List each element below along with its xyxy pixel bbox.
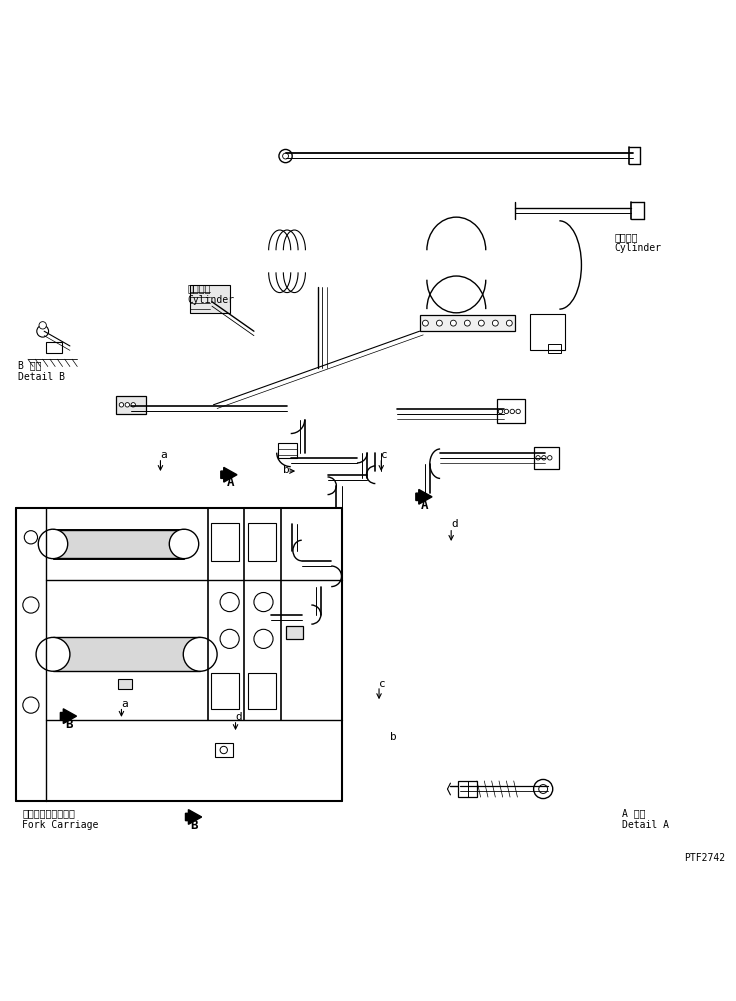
Text: シリンダ
Cylinder: シリンダ Cylinder (188, 283, 235, 305)
Bar (248, 523, 276, 561)
Bar (116, 396, 146, 413)
Circle shape (283, 153, 289, 159)
Circle shape (498, 409, 503, 413)
Text: b: b (283, 465, 290, 475)
Circle shape (23, 597, 39, 613)
Circle shape (254, 630, 273, 649)
Text: b: b (390, 733, 397, 743)
Circle shape (510, 409, 514, 413)
Circle shape (534, 780, 553, 799)
Circle shape (539, 785, 548, 794)
Bar (286, 627, 303, 639)
Text: A 詳細
Detail A: A 詳細 Detail A (622, 808, 669, 830)
Bar (248, 674, 276, 709)
Bar (211, 674, 239, 709)
Circle shape (24, 531, 38, 544)
Bar (278, 443, 297, 457)
Text: B: B (190, 819, 197, 832)
Bar (53, 530, 184, 558)
Text: PTF2742: PTF2742 (684, 853, 725, 863)
Circle shape (37, 325, 49, 337)
Circle shape (254, 593, 273, 612)
Bar (215, 744, 233, 757)
Bar (548, 343, 561, 353)
Text: a: a (121, 700, 128, 710)
Circle shape (39, 321, 46, 329)
Text: a: a (160, 450, 167, 460)
Circle shape (183, 638, 217, 672)
FancyArrow shape (60, 709, 77, 724)
Bar (530, 314, 565, 349)
Bar (458, 781, 477, 797)
Circle shape (169, 530, 199, 559)
Circle shape (478, 320, 484, 326)
Text: A: A (421, 499, 428, 513)
Circle shape (220, 747, 227, 754)
Text: c: c (379, 679, 386, 689)
Bar (46, 341, 62, 353)
Bar (420, 315, 515, 331)
Bar (534, 446, 559, 468)
Text: c: c (381, 450, 388, 460)
Circle shape (125, 402, 130, 407)
Text: B: B (65, 718, 72, 731)
Circle shape (542, 455, 546, 460)
Text: d: d (451, 519, 458, 529)
Circle shape (422, 320, 428, 326)
Bar (53, 638, 200, 672)
FancyArrow shape (416, 489, 432, 505)
Text: シリンダ
Cylinder: シリンダ Cylinder (615, 232, 662, 253)
Circle shape (516, 409, 520, 413)
Circle shape (36, 638, 70, 672)
Circle shape (506, 320, 512, 326)
FancyArrow shape (185, 810, 202, 825)
Circle shape (536, 455, 540, 460)
Circle shape (504, 409, 509, 413)
Circle shape (131, 402, 135, 407)
Circle shape (220, 593, 239, 612)
Bar (497, 399, 525, 423)
Circle shape (548, 455, 552, 460)
Circle shape (464, 320, 470, 326)
Circle shape (279, 149, 292, 163)
Circle shape (119, 402, 124, 407)
Circle shape (450, 320, 456, 326)
FancyArrow shape (221, 467, 237, 482)
Text: A: A (227, 476, 234, 489)
Circle shape (220, 630, 239, 649)
Bar (190, 285, 230, 313)
Circle shape (38, 530, 68, 559)
Circle shape (492, 320, 498, 326)
Text: フォークキャリッジ
Fork Carriage: フォークキャリッジ Fork Carriage (22, 808, 99, 830)
Circle shape (23, 697, 39, 713)
Text: B 詳細
Detail B: B 詳細 Detail B (18, 360, 66, 382)
Text: d: d (236, 713, 242, 723)
Bar (118, 679, 132, 689)
Circle shape (436, 320, 442, 326)
Bar (211, 523, 239, 561)
